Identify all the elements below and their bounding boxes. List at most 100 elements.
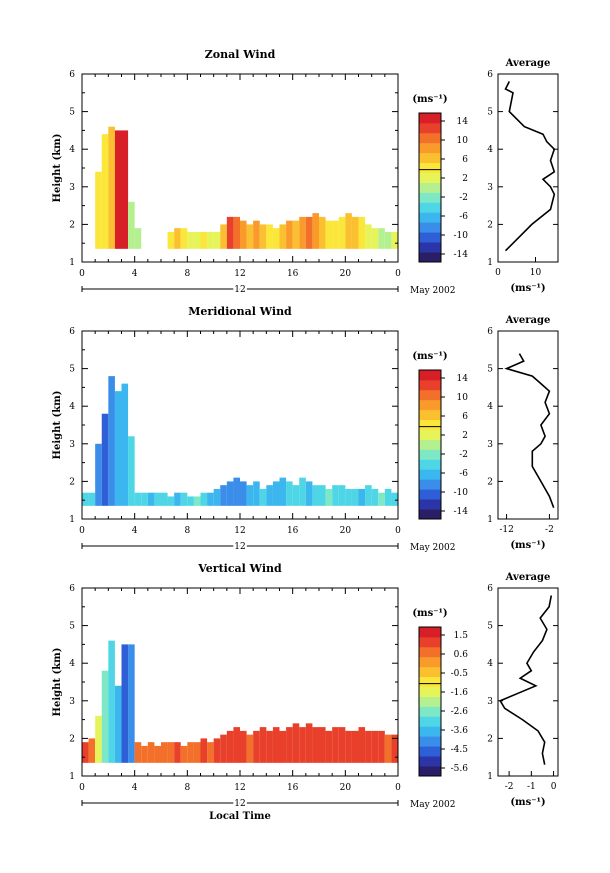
heatmap-cell xyxy=(384,734,392,763)
colorbar-swatch xyxy=(419,152,441,164)
heatmap-cell xyxy=(174,492,181,506)
colorbar-swatch xyxy=(419,746,441,757)
heatmap-cell xyxy=(332,727,339,763)
y-tick-label: 2 xyxy=(69,477,75,487)
profile-y-tick-label: 1 xyxy=(487,258,493,268)
colorbar-unit: (ms⁻¹) xyxy=(412,351,447,362)
y-tick-label: 5 xyxy=(69,622,75,632)
profile-x-tick-label: 0 xyxy=(551,782,557,792)
heatmap-cell xyxy=(365,730,372,763)
colorbar-swatch xyxy=(419,439,441,450)
average-profile: Average 1 2 3 4 5 6 -12 -2(ms⁻¹) xyxy=(487,315,559,551)
x-tick-label: 12 xyxy=(234,783,245,793)
profile-y-tick-label: 2 xyxy=(487,734,493,744)
heatmap-cell xyxy=(338,727,346,763)
colorbar-swatch xyxy=(419,113,441,124)
heatmap-cell xyxy=(345,730,352,763)
x-tick-label: 0 xyxy=(79,526,85,536)
heatmap-cell xyxy=(272,481,280,506)
colorbar-tick-label: -10 xyxy=(454,231,469,241)
heatmap-cell xyxy=(101,670,109,763)
profile-title: Average xyxy=(505,315,551,326)
y-tick-label: 3 xyxy=(69,440,75,450)
heatmap-cell xyxy=(187,496,194,506)
heatmap-cell xyxy=(114,685,122,763)
y-axis-title: Height (km) xyxy=(52,391,63,460)
profile-y-tick-label: 6 xyxy=(487,70,493,80)
colorbar-tick-label: 1.5 xyxy=(454,631,469,641)
profile-line xyxy=(499,595,553,765)
heatmap-cell xyxy=(95,171,102,249)
colorbar-swatch xyxy=(419,509,441,520)
heatmap-cell xyxy=(233,477,240,506)
heatmap-cell xyxy=(272,228,280,249)
colorbar-swatch xyxy=(419,162,441,173)
heatmap-cell xyxy=(134,742,142,763)
x-tick-label: 12 xyxy=(234,269,245,279)
heatmap-cell xyxy=(174,742,181,763)
heatmap-cell xyxy=(200,738,208,763)
colorbar-swatch xyxy=(419,212,441,223)
colorbar-tick-label: -2.6 xyxy=(451,707,469,717)
profile-y-tick-label: 1 xyxy=(487,772,493,782)
profile-line xyxy=(504,353,555,508)
heatmap-cell xyxy=(187,742,194,763)
heatmap-cell xyxy=(272,727,280,763)
heatmap-cell xyxy=(319,485,326,506)
heatmap-cell xyxy=(121,130,129,249)
heatmap-cell xyxy=(213,488,221,506)
heatmap-cell xyxy=(305,481,313,506)
profile-y-tick-label: 5 xyxy=(487,108,493,118)
heatmap-cells xyxy=(82,376,398,506)
colorbar-swatch xyxy=(419,419,441,430)
heatmap-cell xyxy=(246,224,254,249)
heatmap-cell xyxy=(82,492,89,506)
colorbar-tick-label: -6 xyxy=(459,212,468,222)
heatmap-cell xyxy=(220,734,227,763)
heatmap-cell xyxy=(226,730,234,763)
colorbar-swatch xyxy=(419,142,441,154)
heatmap-cell xyxy=(108,126,115,249)
colorbar-tick-label: -1.6 xyxy=(451,688,469,698)
heatmap-cell xyxy=(193,231,201,249)
day-label: 12 xyxy=(234,799,245,809)
colorbar-swatch xyxy=(419,399,441,411)
heatmap-cell xyxy=(253,220,260,249)
heatmap-cell xyxy=(266,730,273,763)
colorbar-swatch xyxy=(419,122,441,134)
heatmap-cell xyxy=(95,715,102,763)
heatmap-cell xyxy=(286,481,293,506)
colorbar-tick-label: -2 xyxy=(459,450,468,460)
heatmap-cell xyxy=(207,742,214,763)
heatmap-cell xyxy=(180,492,188,506)
heatmap-cell xyxy=(147,492,155,506)
colorbar-swatch xyxy=(419,172,441,183)
colorbar-swatch xyxy=(419,222,441,233)
average-profile: Average 1 2 3 4 5 6 0 10 (ms⁻¹) xyxy=(487,58,559,294)
colorbar-swatch xyxy=(419,449,441,460)
heatmap-cells xyxy=(82,640,398,763)
heatmap-cell xyxy=(95,443,102,506)
heatmap-cell xyxy=(325,220,333,249)
heatmap-cell xyxy=(240,220,247,249)
colorbar-swatch xyxy=(419,389,441,401)
x-tick-label: 0 xyxy=(79,783,85,793)
heatmap-cell xyxy=(207,492,214,506)
y-tick-label: 1 xyxy=(69,258,75,268)
profile-line xyxy=(504,81,556,252)
heatmap-cell xyxy=(371,730,379,763)
colorbar-swatch xyxy=(419,666,441,678)
heatmap-cell xyxy=(207,231,214,249)
panel-title: Vertical Wind xyxy=(197,562,282,575)
y-tick-label: 5 xyxy=(69,108,75,118)
profile-y-tick-label: 4 xyxy=(487,402,493,412)
x-tick-label: 20 xyxy=(340,783,352,793)
heatmap-cell xyxy=(384,231,392,249)
x-tick-label: 0 xyxy=(395,526,401,536)
y-tick-label: 5 xyxy=(69,365,75,375)
heatmap-cell xyxy=(88,738,96,763)
y-axis-title: Height (km) xyxy=(52,648,63,717)
heatmap-cell xyxy=(240,730,247,763)
